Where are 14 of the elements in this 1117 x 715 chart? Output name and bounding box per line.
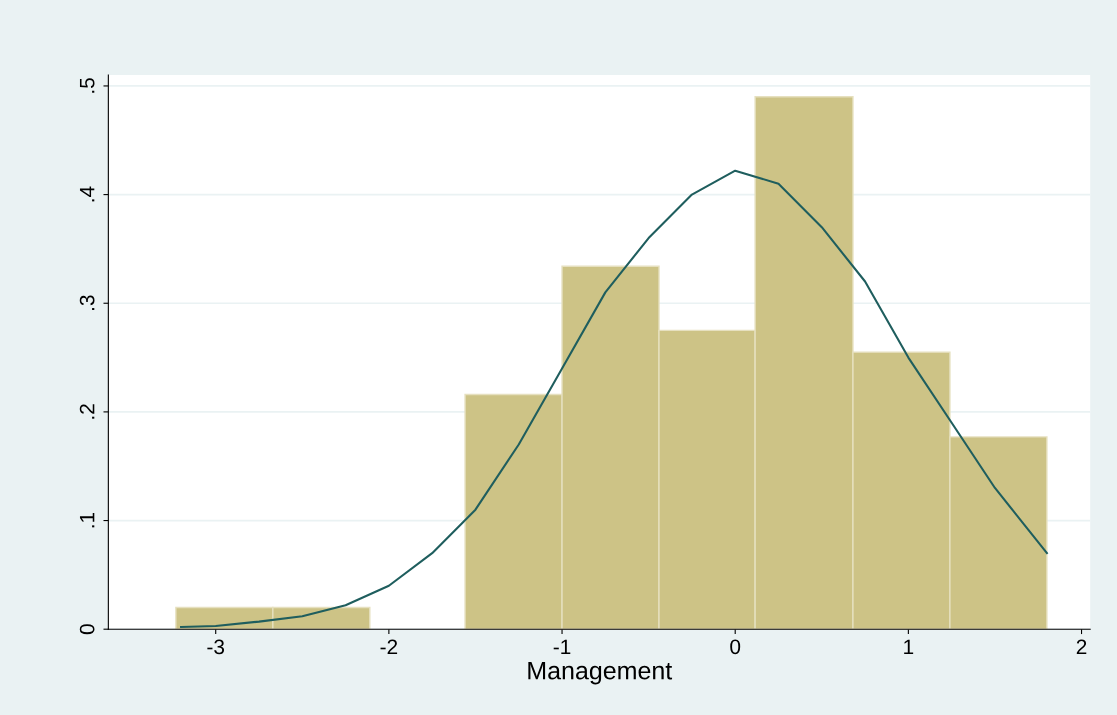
x-axis-title: Management xyxy=(528,662,673,685)
y-tick-label: .5 xyxy=(79,78,95,93)
x-tick-label: -2 xyxy=(380,639,398,655)
y-tick-label: .4 xyxy=(79,186,95,202)
x-tick-label: 0 xyxy=(730,639,741,655)
x-tick-label: 2 xyxy=(1076,639,1087,655)
y-tick-label: .1 xyxy=(79,512,95,528)
x-tick-label: -1 xyxy=(553,639,571,655)
y-tick-label: 0 xyxy=(79,624,95,635)
x-tick-label: -3 xyxy=(207,639,225,655)
y-tick-label: .2 xyxy=(79,404,95,419)
x-tick-label: 1 xyxy=(904,639,914,655)
y-tick-label: .3 xyxy=(79,295,95,311)
line-series xyxy=(180,169,1048,629)
